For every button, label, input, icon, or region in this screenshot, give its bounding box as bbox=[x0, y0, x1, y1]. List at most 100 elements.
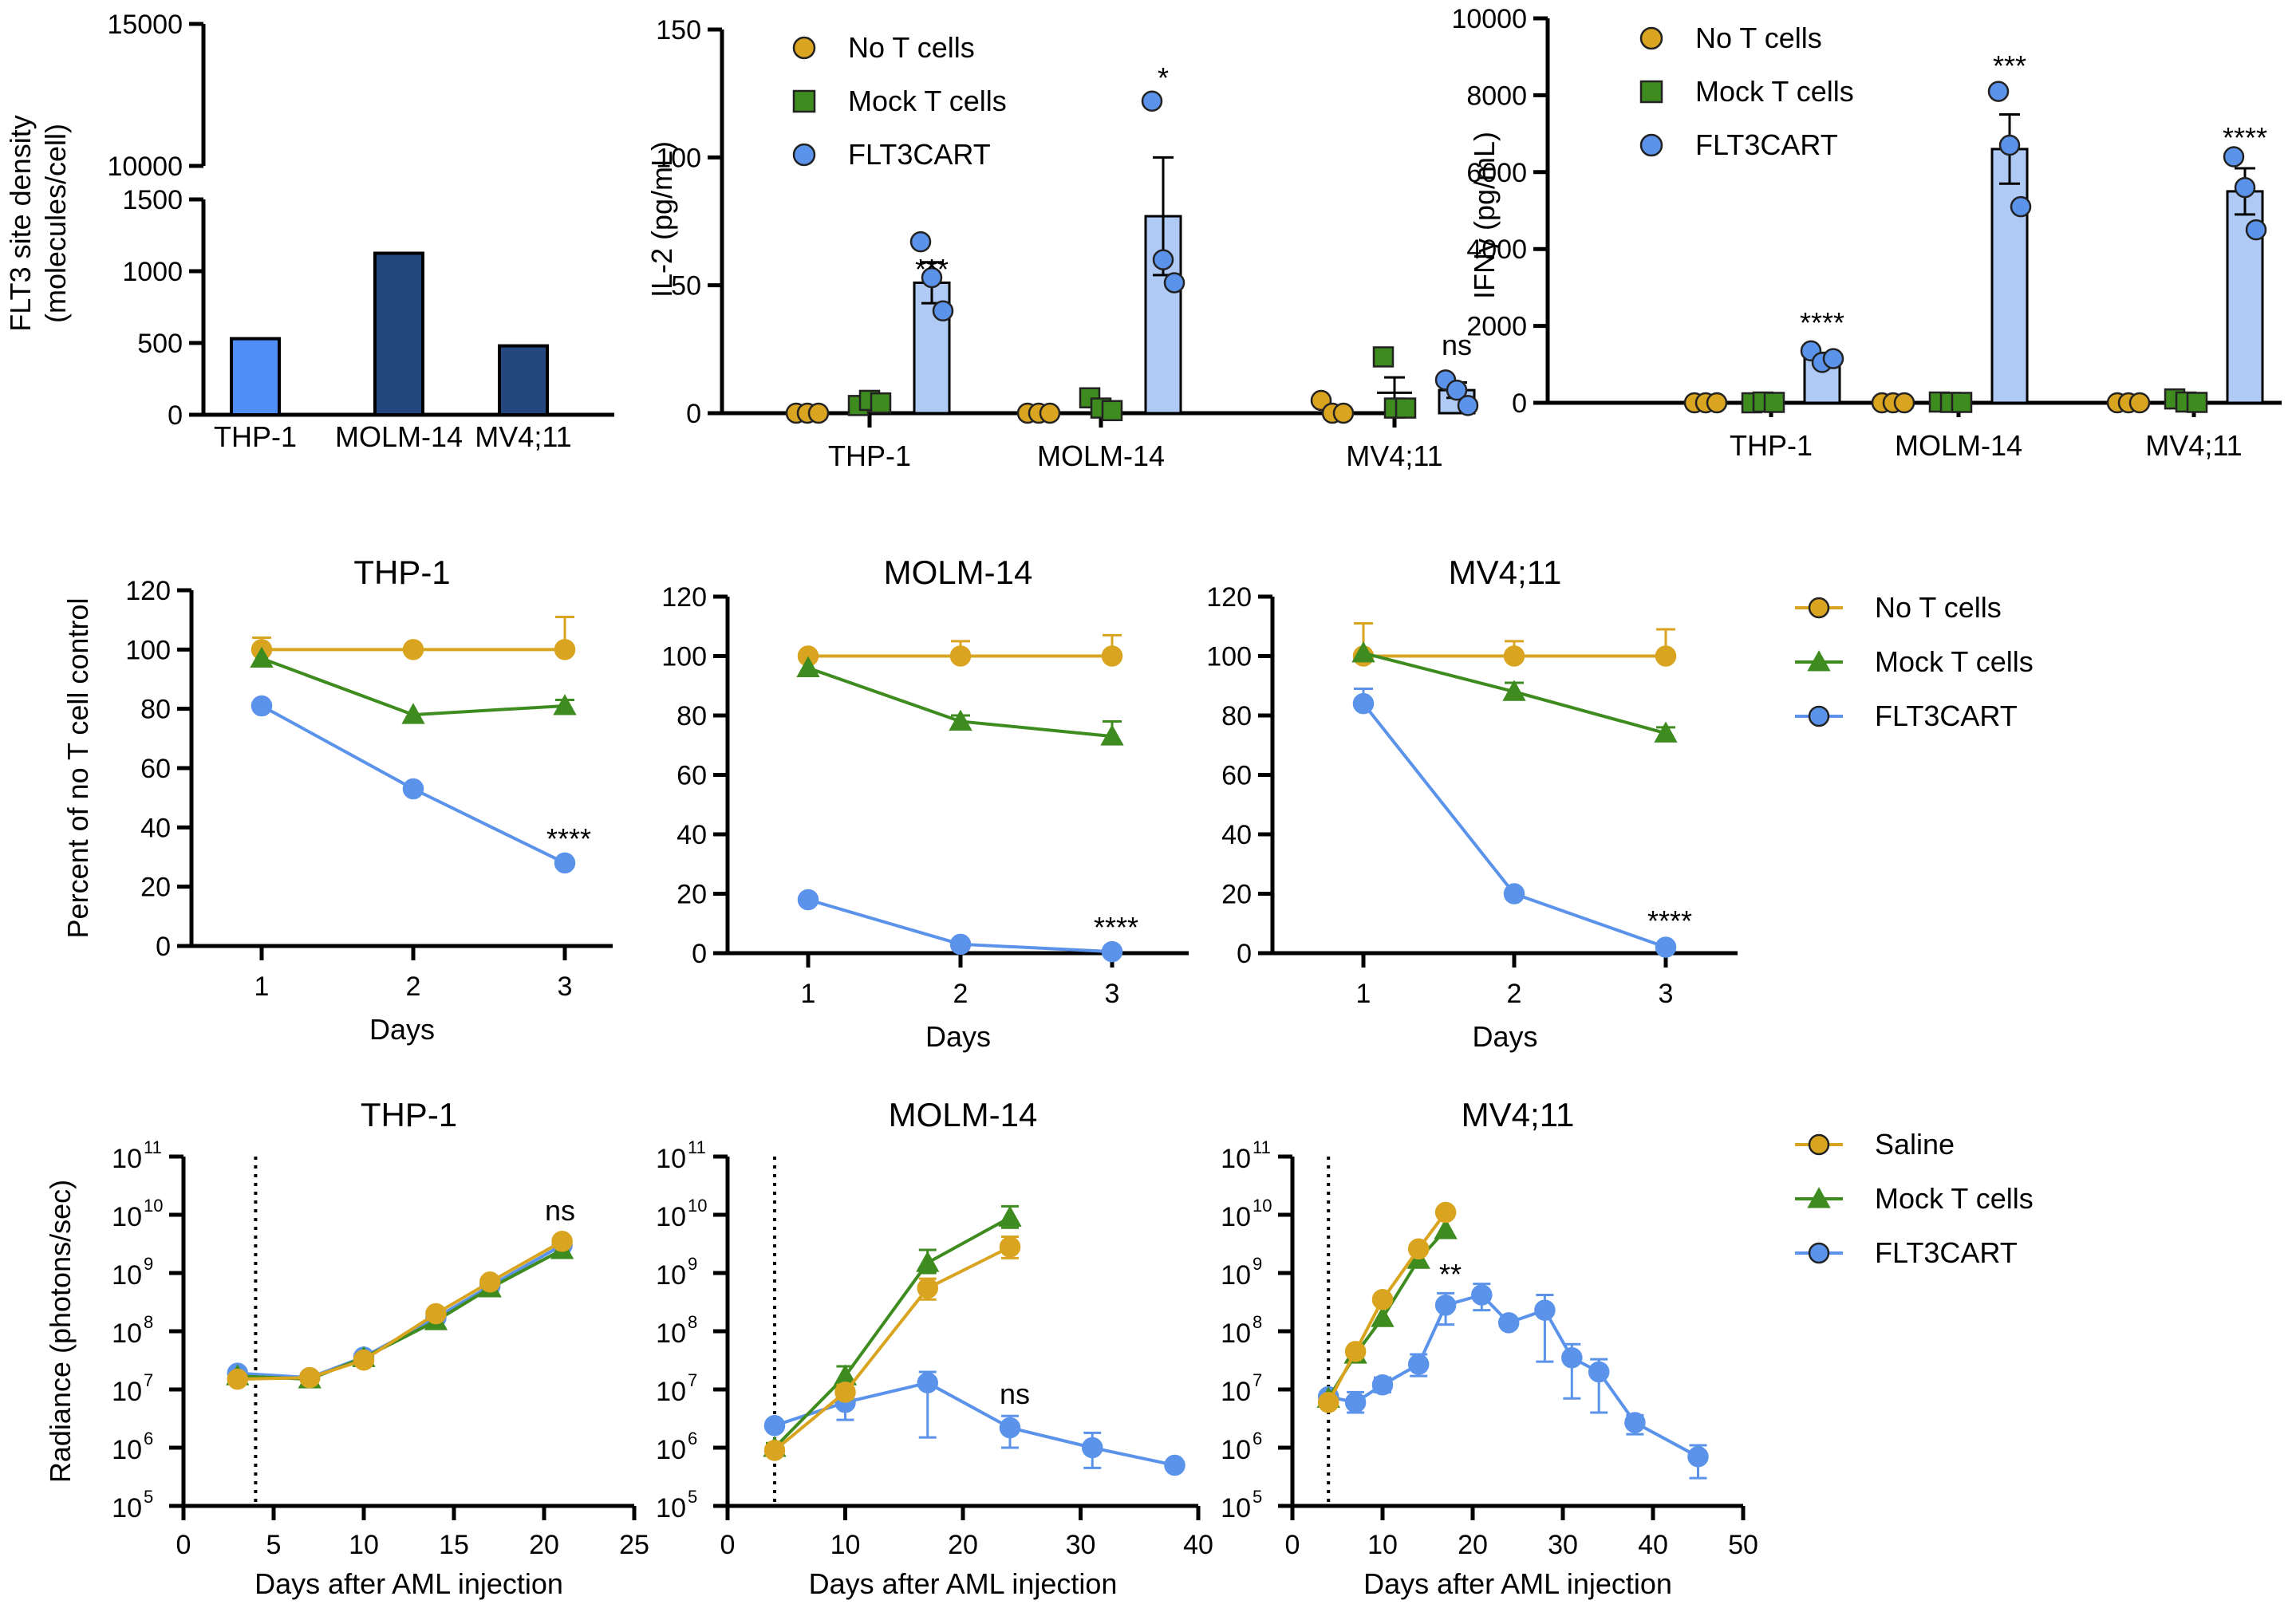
y-tick-label: 10 bbox=[1221, 1260, 1251, 1291]
y-tick-label: 10 bbox=[112, 1493, 142, 1523]
bar bbox=[1990, 148, 2029, 404]
y-tick-label: 10 bbox=[656, 1318, 686, 1349]
y-tick-label: 20 bbox=[1221, 880, 1252, 910]
bar bbox=[230, 337, 281, 417]
y-axis-label: IL-2 (pg/mL) bbox=[645, 141, 678, 298]
data-point bbox=[999, 1236, 1021, 1258]
bar bbox=[1803, 357, 1841, 404]
data-point bbox=[2223, 146, 2245, 168]
x-tick-label: 0 bbox=[720, 1530, 736, 1560]
data-point bbox=[834, 1381, 856, 1403]
y-tick-label: 10 bbox=[112, 1260, 142, 1291]
x-tick-label: 0 bbox=[176, 1530, 191, 1560]
data-point bbox=[797, 889, 819, 911]
y-axis-label: IFNγ (pg/mL) bbox=[1468, 132, 1501, 299]
data-point bbox=[1101, 645, 1123, 667]
ifng-legend-label: No T cells bbox=[1695, 22, 1822, 54]
data-point bbox=[1163, 272, 1185, 294]
y-tick-exponent: 7 bbox=[688, 1370, 697, 1390]
y-axis-label: (molecules/cell) bbox=[39, 124, 72, 323]
y-tick-label: 1500 bbox=[122, 185, 183, 215]
data-point bbox=[1502, 680, 1526, 701]
y-tick-label: 10 bbox=[1221, 1144, 1251, 1174]
x-tick-label: 30 bbox=[1548, 1530, 1578, 1560]
y-tick-label: 10 bbox=[656, 1260, 686, 1291]
y-tick-exponent: 9 bbox=[1253, 1254, 1262, 1274]
x-tick-label: 2 bbox=[406, 972, 421, 1002]
significance-label: **** bbox=[1800, 306, 1844, 339]
il2-legend-marker bbox=[792, 143, 816, 167]
data-point bbox=[949, 709, 972, 731]
bar bbox=[498, 344, 549, 417]
x-tick-label: 40 bbox=[1183, 1530, 1213, 1560]
x-tick-label: 1 bbox=[801, 979, 816, 1009]
data-point bbox=[1951, 392, 1973, 413]
data-point bbox=[1561, 1347, 1583, 1369]
category-label: MOLM-14 bbox=[1037, 439, 1165, 472]
data-point bbox=[1687, 1446, 1709, 1468]
y-tick-exponent: 9 bbox=[144, 1254, 153, 1274]
data-point bbox=[1706, 392, 1728, 414]
x-tick-label: 10 bbox=[1367, 1530, 1398, 1560]
data-point bbox=[1371, 1374, 1394, 1396]
data-point bbox=[1100, 724, 1124, 746]
kill-legend-marker bbox=[1808, 597, 1830, 619]
y-tick-exponent: 7 bbox=[1253, 1370, 1262, 1390]
data-point bbox=[2234, 176, 2256, 199]
y-tick-label: 120 bbox=[125, 576, 171, 606]
y-tick-label: 2000 bbox=[1466, 312, 1527, 342]
data-point bbox=[554, 639, 576, 660]
chart-title: MV4;11 bbox=[1449, 554, 1562, 591]
y-tick-label: 10 bbox=[112, 1318, 142, 1349]
y-tick-exponent: 7 bbox=[144, 1370, 153, 1390]
data-point bbox=[479, 1271, 501, 1293]
category-label: THP-1 bbox=[1730, 429, 1813, 462]
ifng-legend-marker bbox=[1639, 133, 1663, 157]
data-point bbox=[298, 1366, 321, 1389]
x-tick-label: 30 bbox=[1066, 1530, 1096, 1560]
y-tick-exponent: 11 bbox=[688, 1137, 706, 1157]
y-tick-label: 60 bbox=[1221, 761, 1252, 791]
data-point bbox=[1471, 1284, 1493, 1306]
y-tick-label: 80 bbox=[677, 701, 707, 731]
kill-thp1-chart: 0 20 40 60 80 100 120 1 2 3 Days THP-1 **** Percent o… bbox=[61, 554, 613, 1046]
y-tick-label: 40 bbox=[140, 813, 171, 843]
y-tick-label: 10 bbox=[1221, 1202, 1251, 1232]
y-tick-label: 40 bbox=[677, 820, 707, 850]
x-tick-label: 20 bbox=[1458, 1530, 1488, 1560]
kill-legend-marker bbox=[1808, 705, 1830, 727]
kill-molm14-chart: 0 20 40 60 80 100 120 1 2 3 Days MOLM-14 **** bbox=[661, 554, 1189, 1053]
axes bbox=[720, 30, 1416, 416]
y-tick-label: 10 bbox=[112, 1202, 142, 1232]
y-tick-label: 10000 bbox=[1451, 4, 1527, 34]
data-point bbox=[932, 300, 954, 321]
x-tick-label: 50 bbox=[1728, 1530, 1758, 1560]
y-axis-label: Percent of no T cell control bbox=[61, 598, 94, 939]
y-tick-label: 60 bbox=[677, 761, 707, 791]
data-point bbox=[1998, 134, 2021, 156]
chart-title: THP-1 bbox=[361, 1096, 457, 1133]
y-axis-label: Radiance (photons/sec) bbox=[44, 1180, 77, 1483]
y-tick-exponent: 10 bbox=[1253, 1196, 1272, 1216]
y-tick-label: 10 bbox=[656, 1435, 686, 1465]
series-line bbox=[237, 1243, 563, 1380]
x-tick-label: 0 bbox=[1285, 1530, 1300, 1560]
data-point bbox=[1407, 1238, 1430, 1259]
y-tick-exponent: 9 bbox=[688, 1254, 697, 1274]
data-point bbox=[1624, 1412, 1646, 1433]
data-point bbox=[250, 646, 274, 668]
data-point bbox=[1434, 1218, 1458, 1240]
chart-title: THP-1 bbox=[353, 554, 450, 591]
data-point bbox=[1534, 1299, 1556, 1321]
y-tick-label: 150 bbox=[656, 15, 701, 45]
y-tick-label: 10 bbox=[112, 1435, 142, 1465]
data-point bbox=[1434, 1295, 1457, 1316]
y-tick-label: 60 bbox=[140, 754, 171, 784]
data-point bbox=[1344, 1391, 1367, 1413]
x-tick-label: 25 bbox=[619, 1530, 649, 1560]
y-tick-label: 1000 bbox=[122, 257, 183, 287]
y-tick-label: 10 bbox=[112, 1144, 142, 1174]
y-tick-label: 20 bbox=[677, 880, 707, 910]
y-tick-label: 120 bbox=[661, 582, 707, 613]
